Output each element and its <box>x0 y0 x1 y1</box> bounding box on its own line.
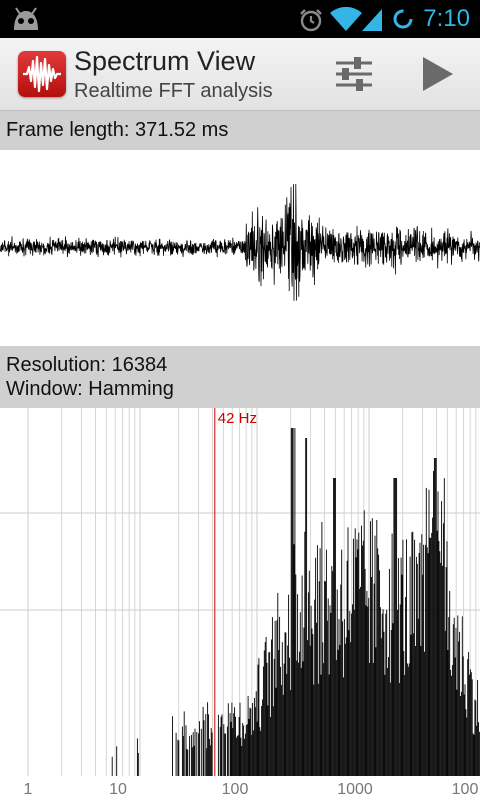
app-title: Spectrum View <box>74 46 256 76</box>
waveform-trace <box>0 183 480 301</box>
x-tick-label: 100 <box>222 781 249 798</box>
waveform-icon[interactable] <box>18 51 66 97</box>
status-bar: 7:10 <box>0 0 480 38</box>
settings-button[interactable] <box>326 48 382 100</box>
x-tick-label: 1 <box>24 781 33 798</box>
wifi-icon <box>330 6 362 31</box>
waveform-header: Frame length: 371.52 ms <box>0 111 480 150</box>
peak-marker-label: 42 Hz <box>218 410 257 427</box>
window-label: Window: Hamming <box>6 378 174 400</box>
signal-icon <box>362 9 382 31</box>
x-tick-label: 100 <box>452 781 479 798</box>
action-bar: Spectrum View Realtime FFT analysis <box>0 38 480 111</box>
alarm-icon <box>300 9 322 32</box>
spectrum-plot: 42 Hz 1 10 100 1000 100 <box>0 408 480 798</box>
sync-icon <box>393 9 413 29</box>
play-button[interactable] <box>410 48 466 100</box>
spectrum-header: Resolution: 16384 Window: Hamming <box>0 346 480 408</box>
waveform-plot <box>0 183 480 301</box>
spectrum-bars <box>111 428 480 776</box>
status-time: 7:10 <box>423 5 470 32</box>
x-tick-label: 10 <box>109 781 127 798</box>
x-tick-label: 1000 <box>337 781 373 798</box>
cyanogen-android-icon <box>14 7 38 30</box>
x-axis-labels: 1 10 100 1000 100 <box>24 781 479 798</box>
frequency-grid <box>0 408 480 776</box>
settings-sliders-icon <box>336 57 372 91</box>
frame-length-label: Frame length: 371.52 ms <box>6 119 229 141</box>
app-subtitle: Realtime FFT analysis <box>74 80 273 102</box>
play-icon <box>423 57 453 91</box>
resolution-label: Resolution: 16384 <box>6 354 168 376</box>
